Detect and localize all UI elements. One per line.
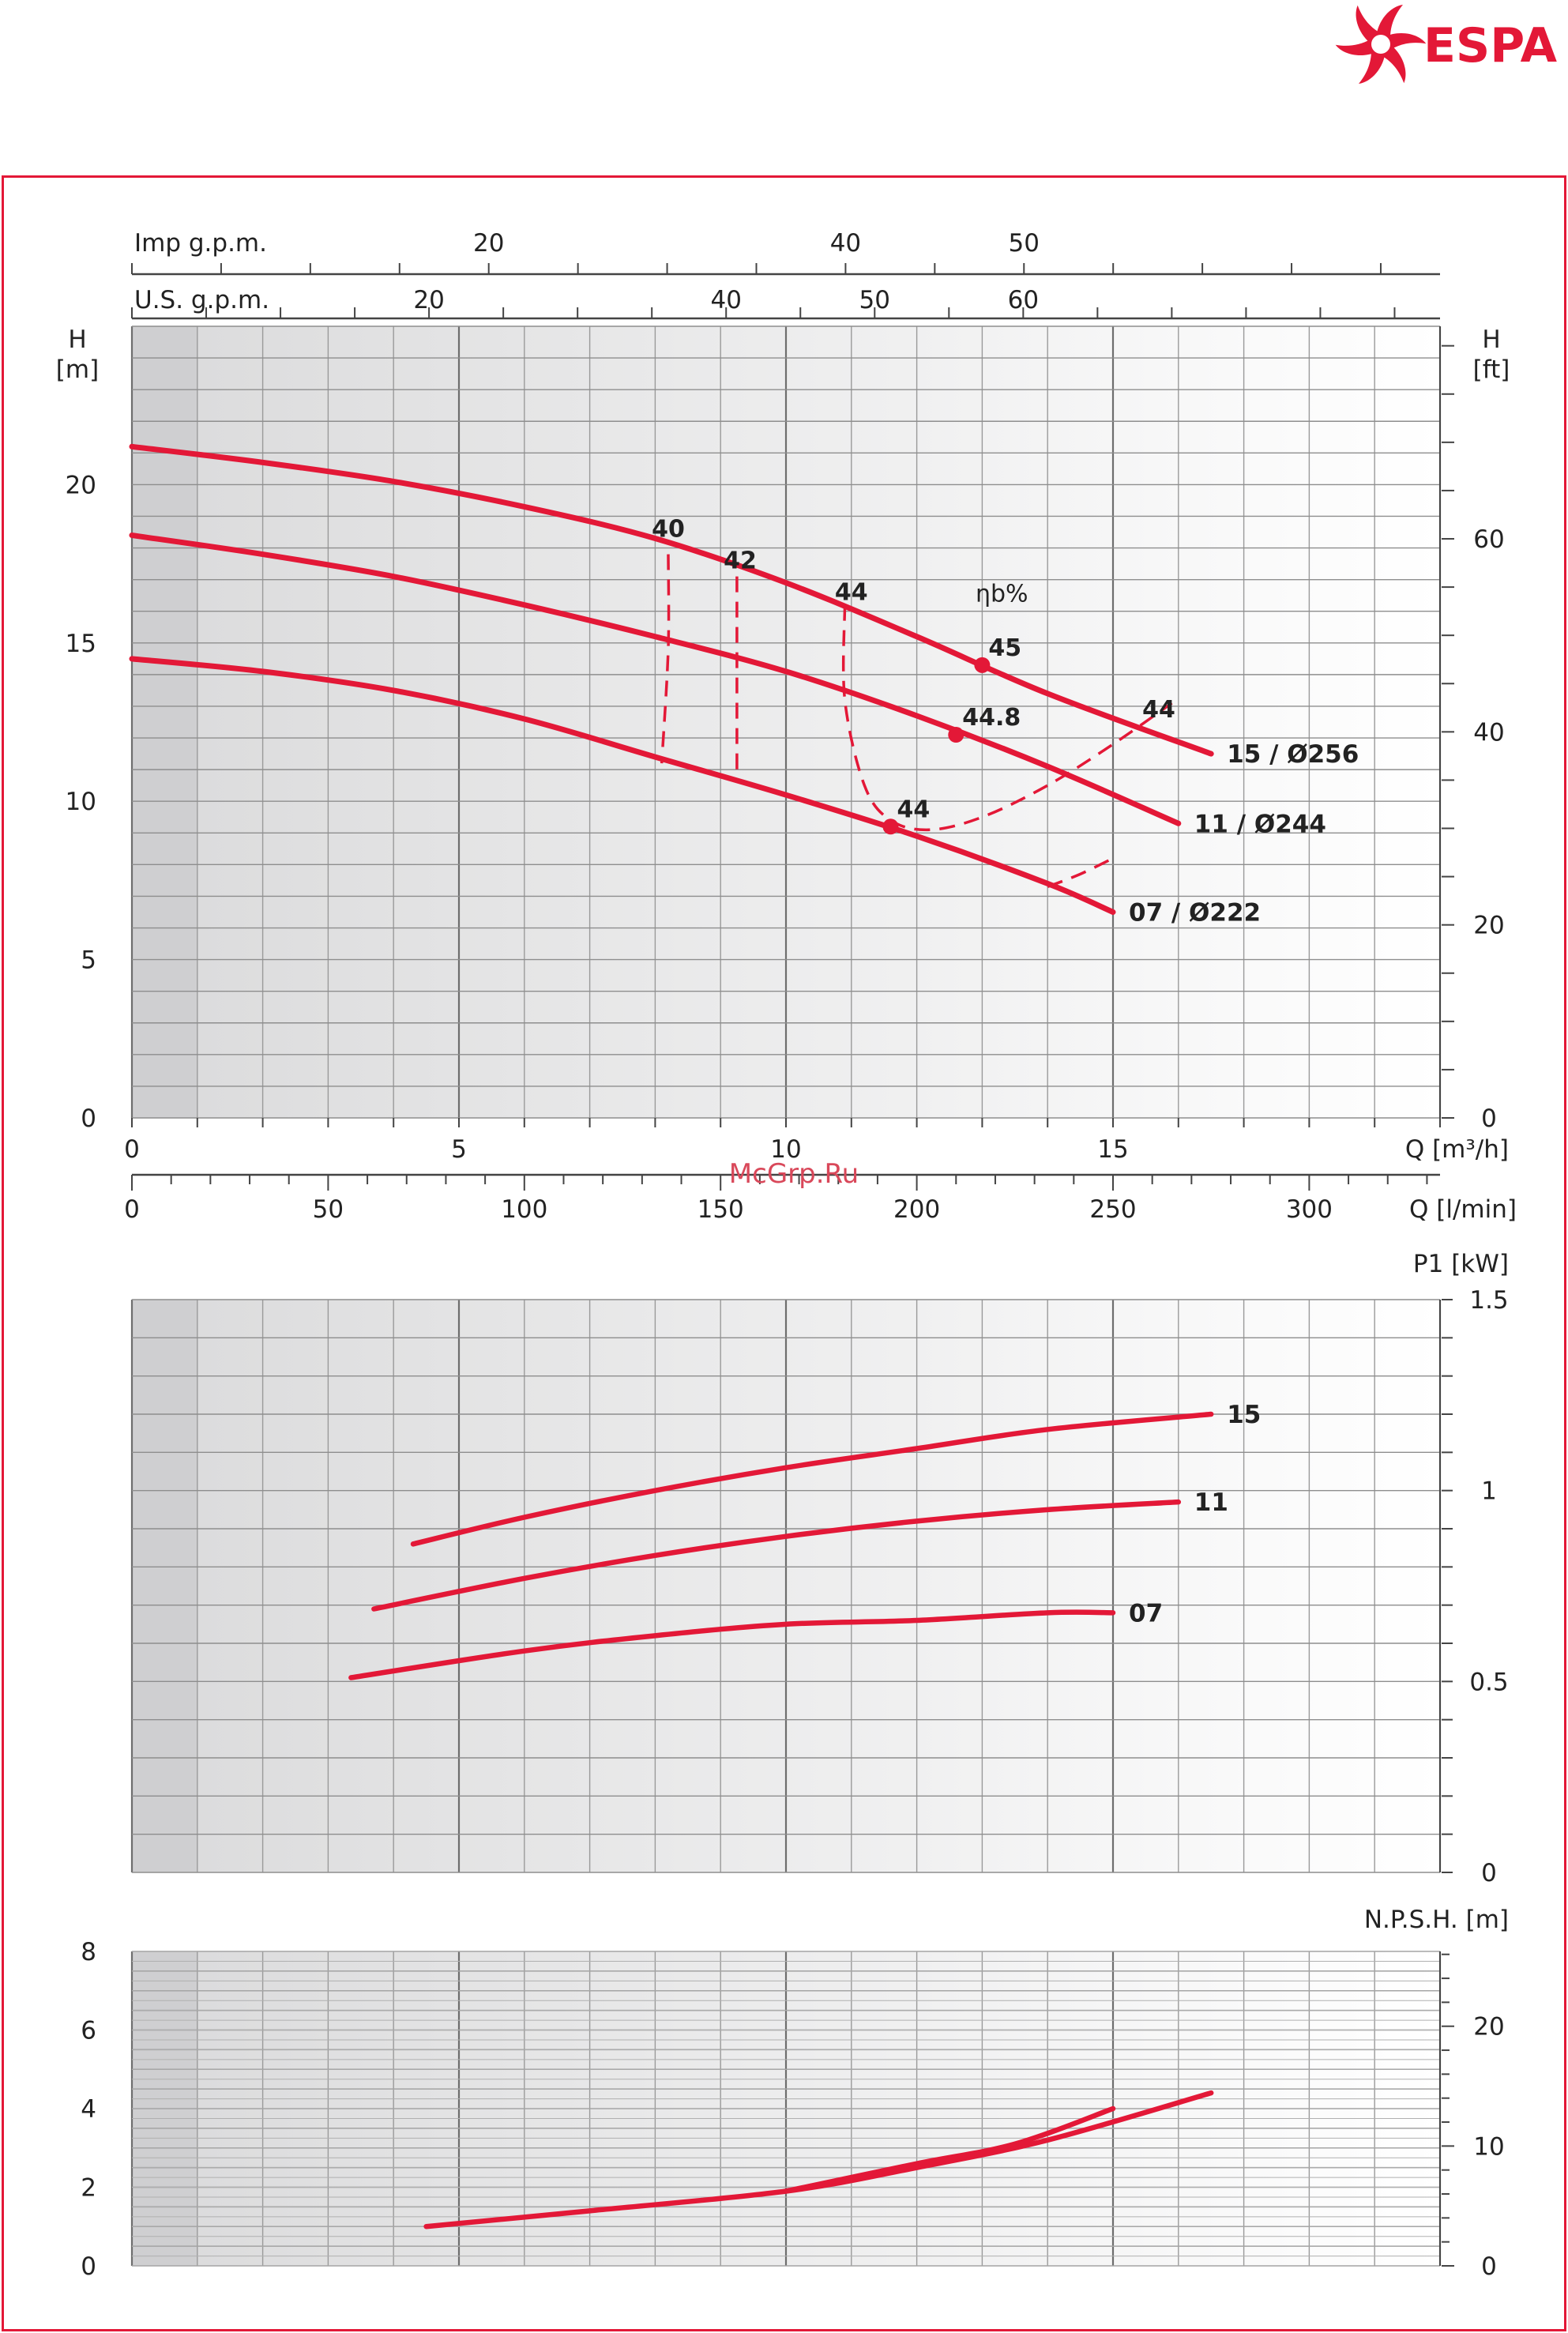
head-curve bbox=[129, 443, 1214, 757]
head-panel bbox=[129, 325, 1442, 1119]
imp-gpm-tick-label: 40 bbox=[830, 229, 861, 258]
chart-frame bbox=[2, 175, 1566, 2331]
fan-blade bbox=[1356, 5, 1381, 46]
npsh-tick-label: 0 bbox=[81, 2252, 96, 2281]
power-tick-label: 0.5 bbox=[1469, 1668, 1508, 1696]
npsh-tick-label: 2 bbox=[81, 2174, 96, 2203]
fan-blade bbox=[1383, 33, 1427, 50]
lmin-tick-label: 200 bbox=[893, 1195, 940, 1224]
power-tick-label: 1.5 bbox=[1469, 1286, 1508, 1315]
power-curve bbox=[348, 1609, 1116, 1680]
npsh-curve bbox=[423, 2090, 1214, 2230]
npsh-tick-label: 6 bbox=[81, 2017, 96, 2045]
ft-tick-label: 40 bbox=[1473, 718, 1504, 747]
y-tick-label: 5 bbox=[81, 946, 96, 975]
lmin-tick-label: 0 bbox=[124, 1195, 140, 1224]
y-tick-label: 0 bbox=[81, 1104, 96, 1133]
head-curve bbox=[129, 656, 1116, 915]
ft-axis-unit: [ft] bbox=[1473, 356, 1510, 384]
npsh-tick-label: 8 bbox=[81, 1938, 96, 1966]
y-axis-unit: [m] bbox=[56, 356, 99, 384]
imp-gpm-label: Imp g.p.m. bbox=[134, 229, 267, 258]
watermark: McGrp.Ru bbox=[729, 1158, 859, 1190]
efficiency-title: ηb% bbox=[976, 581, 1028, 608]
gpm-axes: Imp g.p.m. 20 40 50 U.S. g.p.m. 20 40 50 60 bbox=[131, 229, 1440, 320]
imp-gpm-tick-label: 50 bbox=[1009, 229, 1040, 258]
efficiency-point bbox=[882, 818, 899, 835]
ft-tick-label: 0 bbox=[1481, 1104, 1497, 1133]
lmin-tick-label: 50 bbox=[313, 1195, 344, 1224]
power-panel bbox=[130, 1299, 1442, 1873]
q-tick-label: 5 bbox=[451, 1135, 467, 1164]
series-label: 07 / Ø222 bbox=[1129, 898, 1261, 927]
head-curve bbox=[129, 532, 1182, 826]
power-axis: P1 [kW] 0 0.5 1 1.5 bbox=[1413, 1250, 1509, 1887]
series-label: 11 / Ø244 bbox=[1194, 810, 1326, 838]
y-axis-title: H bbox=[68, 325, 86, 354]
efficiency-point-label: 45 bbox=[988, 634, 1021, 662]
usgpm-tick-label: 20 bbox=[413, 286, 444, 314]
efficiency-curve bbox=[660, 554, 671, 764]
power-tick-label: 1 bbox=[1481, 1477, 1497, 1506]
fan-hub bbox=[1371, 35, 1390, 54]
y-tick-label: 15 bbox=[66, 630, 96, 658]
power-series-label: 11 bbox=[1194, 1488, 1228, 1517]
lmin-axis-label: Q [l/min] bbox=[1409, 1195, 1517, 1224]
fan-blade bbox=[1381, 43, 1406, 84]
fan-icon bbox=[1335, 5, 1427, 84]
ft-axis-title: H bbox=[1482, 325, 1500, 354]
q-axes: 0 5 10 15 Q [m³/h] 0 50 100 150 200 250 300 Q [l/min… bbox=[124, 1118, 1517, 1224]
npsh-panel bbox=[130, 1951, 1442, 2267]
power-tick-label: 0 bbox=[1481, 1859, 1497, 1887]
npsh-ft-tick-label: 20 bbox=[1473, 2013, 1504, 2041]
efficiency-label: 42 bbox=[724, 548, 757, 575]
usgpm-label: U.S. g.p.m. bbox=[134, 286, 269, 314]
npsh-axis: N.P.S.H. [m] 0 10 20 bbox=[1364, 1906, 1509, 2281]
lmin-tick-label: 100 bbox=[501, 1195, 547, 1224]
efficiency-point-label: 44.8 bbox=[962, 704, 1021, 732]
y-tick-label: 20 bbox=[66, 471, 96, 499]
usgpm-tick-label: 50 bbox=[859, 286, 890, 314]
lmin-tick-label: 250 bbox=[1089, 1195, 1136, 1224]
npsh-ft-tick-label: 0 bbox=[1481, 2252, 1497, 2281]
npsh-tick-label: 4 bbox=[81, 2095, 96, 2124]
imp-gpm-tick-label: 20 bbox=[473, 229, 504, 258]
q-tick-label: 15 bbox=[1097, 1135, 1128, 1164]
brand-name: ESPA bbox=[1423, 18, 1558, 73]
usgpm-tick-label: 60 bbox=[1008, 286, 1039, 314]
lmin-tick-label: 300 bbox=[1286, 1195, 1333, 1224]
series-label: 15 / Ø256 bbox=[1227, 740, 1359, 769]
fan-blade bbox=[1359, 51, 1386, 84]
ft-tick-label: 60 bbox=[1473, 525, 1504, 554]
fan-blade bbox=[1376, 5, 1403, 38]
efficiency-label: 44 bbox=[835, 579, 868, 607]
q-tick-label: 10 bbox=[770, 1135, 801, 1164]
ft-axis: H[ft] 0 20 40 60 bbox=[1439, 325, 1510, 1133]
efficiency-curve bbox=[841, 604, 1173, 832]
q-axis-label: Q [m³/h] bbox=[1405, 1135, 1509, 1164]
y-tick-label: 10 bbox=[66, 788, 96, 816]
lmin-tick-label: 150 bbox=[698, 1195, 744, 1224]
efficiency-label: 44 bbox=[1142, 696, 1175, 724]
npsh-ft-tick-label: 10 bbox=[1473, 2132, 1504, 2161]
power-curve bbox=[410, 1411, 1214, 1547]
power-series-label: 07 bbox=[1129, 1599, 1163, 1627]
efficiency-label: 40 bbox=[652, 516, 685, 544]
power-series-label: 15 bbox=[1227, 1401, 1261, 1429]
efficiency-point bbox=[974, 657, 991, 673]
efficiency-point-label: 44 bbox=[897, 796, 930, 823]
logo: ESPA bbox=[1335, 5, 1558, 84]
q-tick-label: 0 bbox=[124, 1135, 140, 1164]
usgpm-tick-label: 40 bbox=[710, 286, 741, 314]
npsh-axis-title: N.P.S.H. [m] bbox=[1364, 1906, 1509, 1934]
npsh-curve bbox=[783, 2105, 1116, 2194]
ft-tick-label: 20 bbox=[1473, 912, 1504, 940]
efficiency-point bbox=[948, 727, 964, 743]
fan-blade bbox=[1335, 39, 1378, 55]
power-axis-title: P1 [kW] bbox=[1413, 1250, 1509, 1278]
power-curve bbox=[371, 1499, 1182, 1612]
